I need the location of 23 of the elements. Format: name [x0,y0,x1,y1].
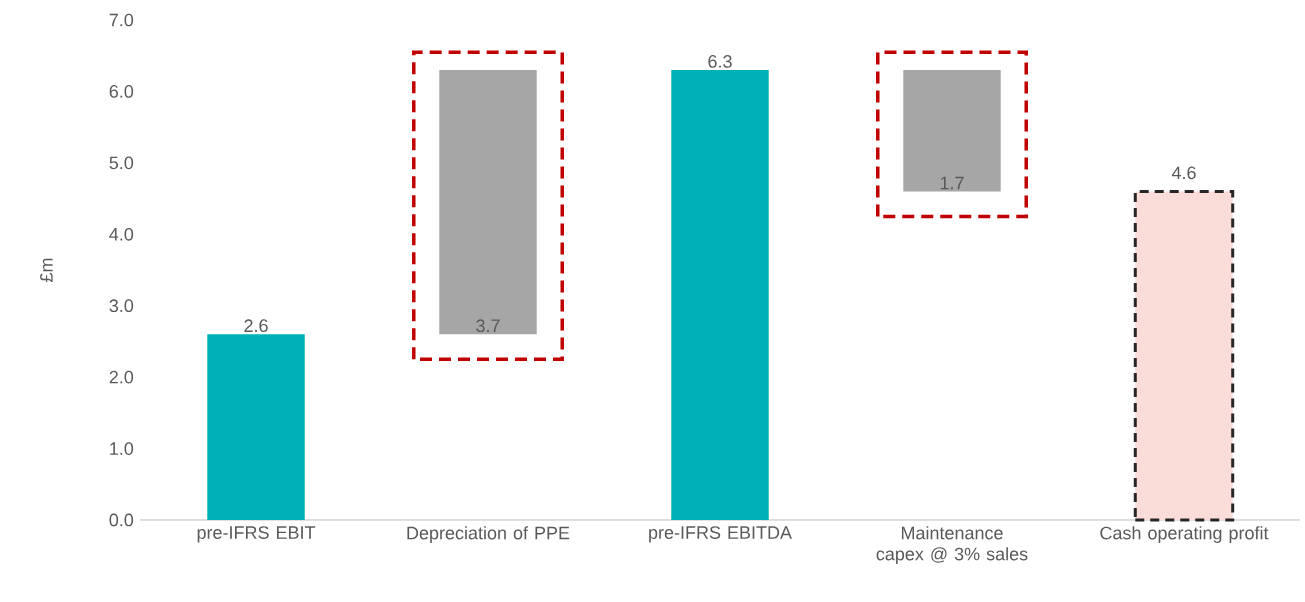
y-tick-label: 5.0 [109,156,134,170]
y-tick-label: 6.0 [109,85,134,98]
x-tick-label: pre-IFRS EBITDA [649,526,792,543]
x-tick-label: pre-IFRS EBIT [197,526,316,543]
bar [439,69,537,335]
y-tick-label: 7.0 [109,13,134,27]
data-label: 3.7 [476,319,500,333]
data-label: 6.3 [708,55,732,68]
bar [671,69,769,520]
y-tick-label: 1.0 [110,442,134,455]
data-label: 1.7 [940,176,964,190]
y-tick-label: 0.0 [109,513,134,527]
bar [207,334,305,520]
y-tick-label: 4.0 [109,227,134,241]
bar [903,69,1001,192]
y-axis-title: £m [40,258,53,282]
x-tick-label: Depreciation of PPE [407,526,570,543]
x-tick-label: Cash operating profit [1100,526,1269,543]
y-tick-label: 2.0 [109,370,134,384]
data-label: 2.6 [244,319,268,333]
data-label: 4.6 [1171,166,1196,180]
x-tick-label: Maintenance capex @ 3% sales [876,526,1028,564]
y-tick-label: 3.0 [109,299,134,313]
